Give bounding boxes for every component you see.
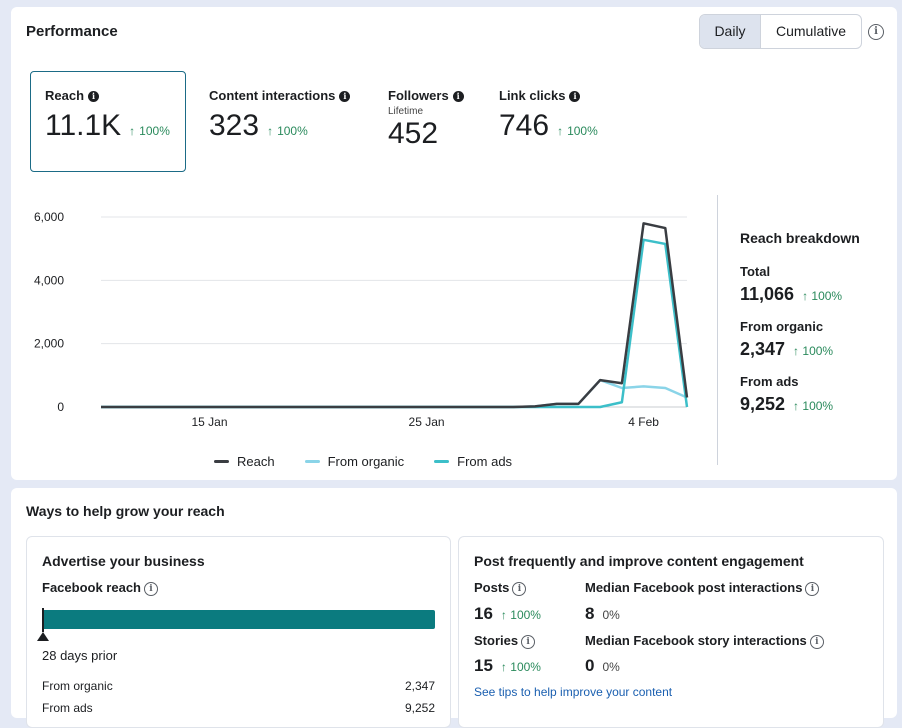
series-line-from-organic[interactable] — [101, 378, 688, 409]
post-frequency-card: Post frequently and improve content enga… — [458, 536, 884, 728]
median-story-change: 0% — [602, 660, 620, 674]
breakdown-title: Reach breakdown — [740, 230, 860, 246]
info-icon[interactable]: i — [521, 635, 536, 649]
info-icon[interactable]: i — [452, 91, 464, 102]
reach-progress-bar — [42, 610, 435, 629]
legend-swatch — [434, 460, 450, 463]
breakdown-item-total: Total 11,066 ↑ 100% — [740, 264, 890, 305]
bar-marker — [42, 608, 44, 632]
advertise-title: Advertise your business — [42, 553, 205, 569]
metric-label: Content interactions i — [209, 88, 351, 103]
metric-value: 323 — [209, 109, 260, 142]
arrow-up-icon: ↑ — [557, 124, 564, 138]
divider — [717, 195, 718, 465]
daily-button[interactable]: Daily — [700, 15, 761, 48]
tips-link[interactable]: See tips to help improve your content — [474, 685, 673, 699]
median-post-value: 8 0% — [585, 604, 620, 623]
median-post-change: 0% — [602, 608, 620, 622]
metric-sublabel: Lifetime — [388, 106, 424, 117]
x-tick-label: 15 Jan — [192, 415, 228, 429]
metric-value: 452 — [388, 117, 439, 150]
breakdown-item-organic: From organic 2,347 ↑ 100% — [740, 319, 890, 360]
arrow-up-icon: ↑ — [793, 344, 803, 358]
breakdown-value: 2,347 — [740, 339, 786, 359]
info-icon[interactable]: i — [339, 91, 351, 102]
marker-label: 28 days prior — [42, 648, 118, 663]
posts-label: Posts i — [474, 580, 527, 596]
info-icon[interactable]: i — [809, 635, 824, 649]
breakdown-label: From ads — [740, 374, 799, 389]
y-tick-label: 0 — [57, 400, 64, 414]
y-tick-label: 6,000 — [34, 210, 64, 224]
marker-triangle-icon — [37, 632, 49, 641]
series-line-reach[interactable] — [101, 222, 689, 409]
breakdown-label: Total — [740, 264, 771, 279]
arrow-up-icon: ↑ — [802, 289, 812, 303]
facebook-reach-label: Facebook reach i — [42, 580, 158, 596]
legend-item-organic[interactable]: From organic — [304, 454, 404, 469]
stories-label: Stories i — [474, 633, 536, 649]
performance-card: Performance Daily Cumulative i Reach i 11… — [11, 7, 897, 480]
arrow-up-icon: ↑ — [500, 660, 511, 674]
median-post-label: Median Facebook post interactions i — [585, 580, 820, 596]
cumulative-button[interactable]: Cumulative — [775, 23, 847, 39]
metric-reach[interactable]: Reach i 11.1K ↑ 100% — [30, 71, 186, 172]
grow-reach-card: Ways to help grow your reach Advertise y… — [11, 488, 897, 728]
stories-value: 15 ↑ 100% — [474, 656, 541, 675]
breakdown-change: ↑ 100% — [802, 289, 843, 303]
legend-item-ads[interactable]: From ads — [434, 454, 512, 469]
metric-link-clicks[interactable]: Link clicks i 746 ↑ 100% — [499, 88, 598, 143]
posts-value: 16 ↑ 100% — [474, 604, 541, 623]
metric-label: Reach i — [45, 88, 185, 103]
info-icon[interactable]: i — [569, 91, 581, 102]
chart-legend: Reach From organic From ads — [214, 454, 512, 469]
metric-change: ↑ 100% — [267, 124, 308, 138]
legend-swatch — [304, 460, 320, 463]
info-icon[interactable]: i — [512, 582, 527, 596]
breakdown-value: 11,066 — [740, 284, 795, 304]
row-value: 2,347 — [404, 679, 435, 693]
metric-value: 746 — [499, 109, 550, 142]
median-story-value: 0 0% — [585, 656, 620, 675]
stories-change: ↑ 100% — [500, 660, 541, 674]
y-tick-label: 2,000 — [34, 337, 64, 351]
breakdown-value: 9,252 — [740, 394, 786, 414]
metric-label: Followers i — [388, 88, 464, 103]
info-icon[interactable]: i — [88, 91, 100, 102]
breakdown-item-ads: From ads 9,252 ↑ 100% — [740, 374, 890, 415]
info-icon[interactable]: i — [144, 582, 158, 596]
row-label: From ads — [42, 701, 93, 715]
advertise-card: Advertise your business Facebook reach i … — [26, 536, 451, 728]
row-label: From organic — [42, 679, 113, 693]
info-icon[interactable]: i — [868, 24, 884, 40]
arrow-up-icon: ↑ — [793, 399, 803, 413]
legend-item-reach[interactable]: Reach — [214, 454, 275, 469]
reach-breakdown: Reach breakdown Total 11,066 ↑ 100% From … — [740, 230, 890, 429]
breakdown-change: ↑ 100% — [793, 344, 834, 358]
median-story-label: Median Facebook story interactions i — [585, 633, 824, 649]
metric-followers[interactable]: Followers i Lifetime 452 — [388, 88, 464, 151]
row-value: 9,252 — [404, 701, 435, 715]
post-card-title: Post frequently and improve content enga… — [474, 553, 804, 569]
arrow-up-icon: ↑ — [500, 608, 511, 622]
x-tick-label: 4 Feb — [628, 415, 659, 429]
arrow-up-icon: ↑ — [267, 124, 274, 138]
metric-value: 11.1K — [45, 109, 122, 142]
metric-label: Link clicks i — [499, 88, 598, 103]
y-tick-label: 4,000 — [34, 273, 64, 287]
x-tick-label: 25 Jan — [409, 415, 445, 429]
metric-change: ↑ 100% — [129, 124, 170, 138]
legend-swatch — [214, 460, 229, 463]
metric-content-interactions[interactable]: Content interactions i 323 ↑ 100% — [209, 88, 351, 143]
grow-title: Ways to help grow your reach — [26, 503, 225, 519]
breakdown-change: ↑ 100% — [793, 399, 834, 413]
view-toggle: Daily Cumulative — [699, 14, 862, 49]
breakdown-label: From organic — [740, 319, 824, 334]
posts-change: ↑ 100% — [500, 608, 541, 622]
arrow-up-icon: ↑ — [129, 124, 136, 138]
info-icon[interactable]: i — [805, 582, 820, 596]
metric-change: ↑ 100% — [557, 124, 598, 138]
reach-line-chart[interactable]: 6,000 4,000 2,000 0 15 Jan 25 Jan 4 Feb — [11, 187, 711, 447]
performance-title: Performance — [26, 23, 118, 40]
